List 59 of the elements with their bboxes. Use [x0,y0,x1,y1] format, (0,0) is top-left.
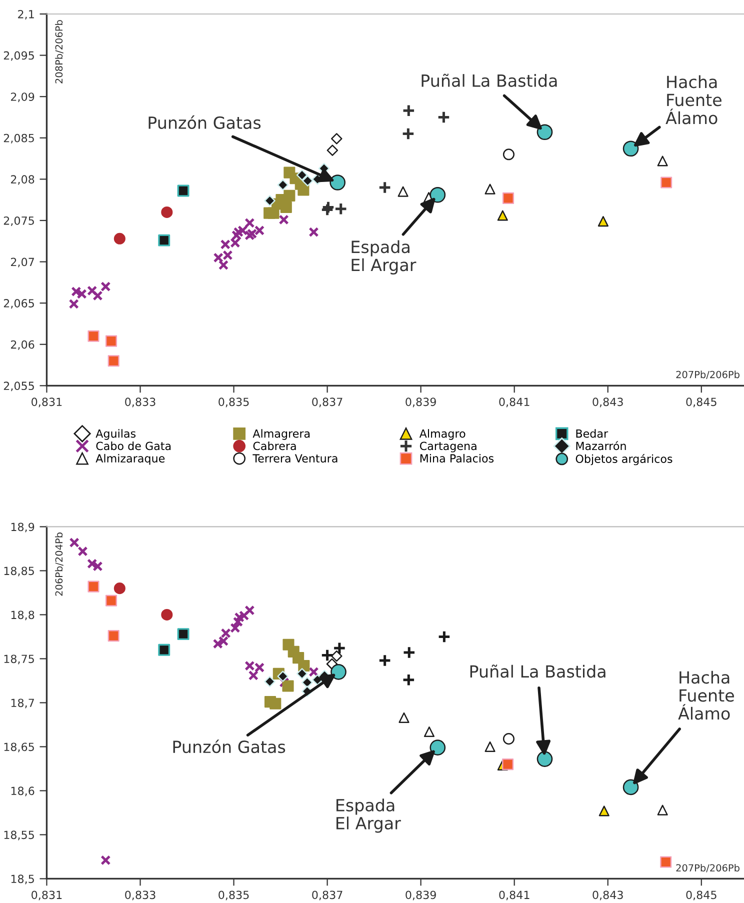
x-axis-title: 207Pb/206Pb [676,370,740,379]
annotation: Hacha Fuente Álamo [678,670,734,720]
x-tick-label: 0,835 [218,890,249,900]
legend-label: Almagrera [252,429,310,440]
x-tick-label: 0,835 [218,398,249,408]
x-tick-label: 0,843 [592,890,623,900]
y-tick-label: 18,65 [4,742,34,752]
annotation: Puñal La Bastida [470,664,606,678]
legend-label: Mazarrón [576,441,626,450]
y-tick-label: 2,1 [18,10,34,20]
y-tick-label: 2,095 [4,51,34,61]
x-tick-label: 0,843 [592,398,623,408]
x-tick-label: 0,845 [686,398,716,408]
legend-label: Cartagena [420,442,476,452]
y-tick-label: 2,085 [4,134,34,144]
y-axis-title: 206Pb/204Pb [55,532,64,596]
y-tick-label: 2,065 [4,299,34,309]
x-tick-label: 0,839 [406,398,436,408]
annotation: Punzón Gatas [173,740,286,754]
annotation: Puñal La Bastida [422,74,557,87]
legend-label: Almizaraque [96,454,165,465]
x-tick-label: 0,841 [499,890,530,900]
legend-label: Objetos argáricos [576,454,672,466]
annotation: Punzón Gatas [148,115,261,129]
y-tick-label: 2,06 [10,340,34,350]
x-tick-label: 0,841 [499,398,530,408]
y-tick-label: 18,7 [11,698,34,708]
y-tick-label: 18,6 [11,786,34,796]
annotation: Espada El Argar [352,240,416,274]
legend-label: Aguilas [96,429,136,440]
y-tick-label: 2,08 [10,175,34,185]
y-tick-label: 2,09 [10,92,34,102]
y-tick-label: 2,055 [4,382,34,392]
annotation: Hacha Fuente Álamo [666,75,722,124]
y-tick-label: 18,85 [4,566,34,576]
x-tick-label: 0,839 [406,890,436,900]
y-tick-label: 18,75 [4,654,34,664]
x-tick-label: 0,837 [312,398,342,408]
x-axis-title: 207Pb/206Pb [676,864,740,872]
x-tick-label: 0,833 [125,398,156,408]
y-tick-label: 18,55 [4,830,34,840]
y-tick-label: 2,07 [10,258,34,268]
legend-label: Terrera Ventura [252,454,338,463]
x-tick-label: 0,833 [125,890,156,900]
x-tick-label: 0,845 [686,890,716,900]
legend-label: Cabrera [253,442,296,450]
y-tick-label: 18,5 [11,874,34,884]
x-tick-label: 0,831 [32,890,62,900]
y-tick-label: 18,9 [11,522,34,532]
x-tick-label: 0,837 [312,890,342,900]
legend-label: Bedar [576,429,608,438]
legend-label: Cabo de Gata [96,442,171,450]
legend-label: Almagro [419,429,466,440]
y-axis-title: 208Pb/206Pb [55,20,64,84]
x-tick-label: 0,831 [32,398,62,408]
y-tick-label: 2,075 [4,216,34,226]
legend-label: Mina Palacios [420,454,494,463]
y-tick-label: 18,8 [11,610,34,620]
annotation: Espada El Argar [336,798,401,833]
